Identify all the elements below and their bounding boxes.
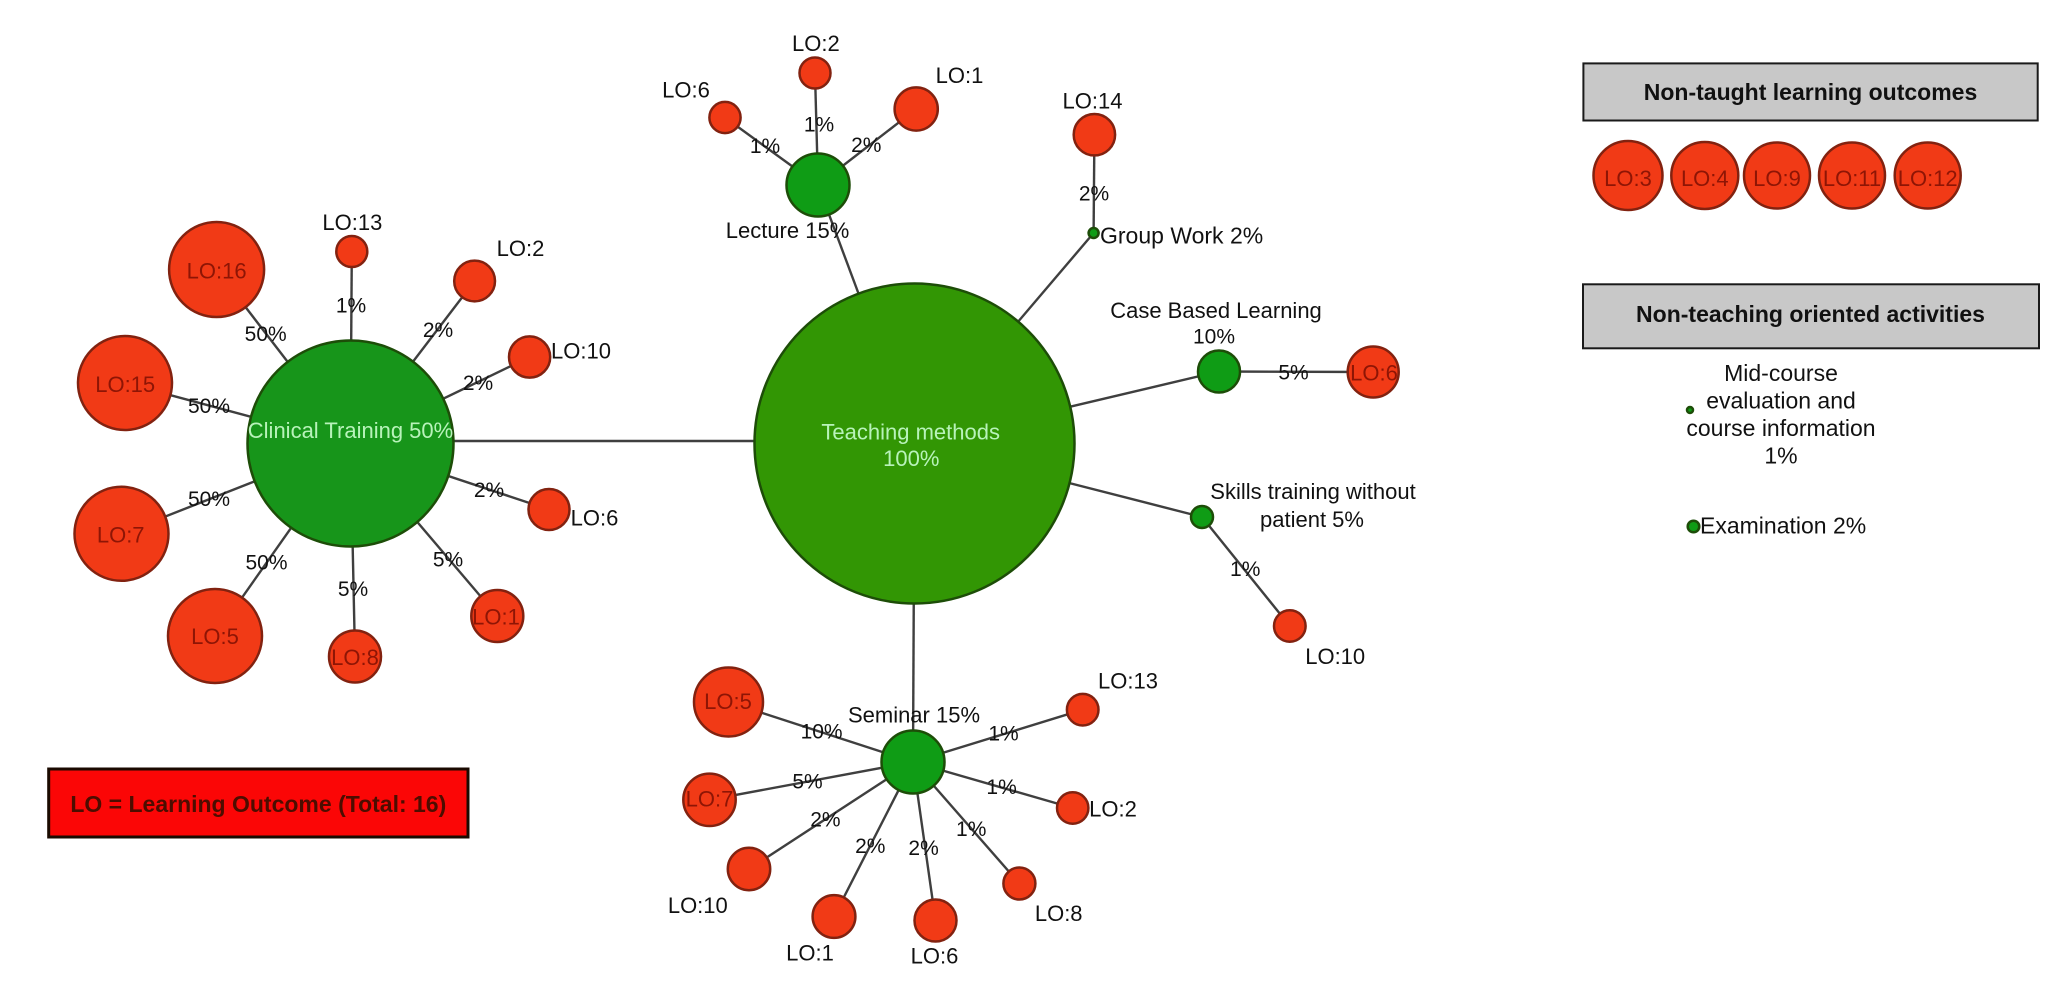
svg-text:1%: 1% (956, 818, 986, 841)
svg-text:2%: 2% (423, 319, 453, 342)
svg-text:2%: 2% (851, 134, 881, 157)
svg-text:Non-teaching oriented activiti: Non-teaching oriented activities (1636, 301, 1985, 327)
svg-text:LO:13: LO:13 (1098, 669, 1158, 694)
svg-text:Group Work 2%: Group Work 2% (1100, 223, 1263, 249)
svg-text:LO:1: LO:1 (936, 63, 984, 88)
svg-text:50%: 50% (188, 488, 230, 511)
svg-text:5%: 5% (792, 770, 822, 793)
svg-text:1%: 1% (988, 723, 1018, 746)
svg-text:Seminar 15%: Seminar 15% (848, 703, 980, 728)
svg-text:LO:7: LO:7 (97, 523, 145, 548)
svg-text:LO:12: LO:12 (1898, 166, 1958, 191)
svg-text:LO:6: LO:6 (571, 506, 619, 531)
svg-text:LO:5: LO:5 (191, 624, 239, 649)
svg-text:50%: 50% (188, 395, 230, 418)
svg-text:LO:8: LO:8 (1035, 901, 1083, 926)
svg-text:5%: 5% (1278, 362, 1308, 385)
svg-text:Examination 2%: Examination 2% (1700, 513, 1866, 539)
svg-text:2%: 2% (463, 372, 493, 395)
svg-text:LO:10: LO:10 (1305, 644, 1365, 669)
svg-text:LO:10: LO:10 (551, 339, 611, 364)
svg-text:Teaching methods: Teaching methods (821, 420, 1000, 445)
svg-text:Non-taught learning outcomes: Non-taught learning outcomes (1644, 79, 1978, 105)
svg-text:Skills training without: Skills training without (1210, 479, 1415, 504)
svg-text:LO:15: LO:15 (95, 372, 155, 397)
svg-text:LO:2: LO:2 (497, 236, 545, 261)
svg-text:LO:6: LO:6 (1350, 361, 1398, 386)
svg-text:LO:11: LO:11 (1823, 166, 1881, 191)
svg-text:Case Based Learning: Case Based Learning (1110, 298, 1322, 323)
svg-text:LO:1: LO:1 (472, 605, 520, 630)
svg-text:course information: course information (1686, 415, 1875, 441)
svg-text:50%: 50% (245, 552, 287, 575)
svg-text:LO:10: LO:10 (668, 893, 728, 918)
svg-text:1%: 1% (750, 135, 780, 158)
svg-text:LO:8: LO:8 (331, 645, 379, 670)
svg-text:1%: 1% (336, 295, 366, 318)
svg-text:LO:7: LO:7 (686, 786, 734, 811)
svg-text:LO:3: LO:3 (1604, 166, 1652, 191)
svg-text:Clinical Training 50%: Clinical Training 50% (248, 418, 453, 443)
svg-text:LO:16: LO:16 (187, 259, 247, 284)
svg-text:5%: 5% (338, 578, 368, 601)
svg-text:LO:13: LO:13 (322, 210, 382, 235)
svg-text:LO:5: LO:5 (704, 689, 752, 714)
svg-text:5%: 5% (433, 549, 463, 572)
svg-text:100%: 100% (883, 446, 939, 471)
svg-text:evaluation and: evaluation and (1706, 388, 1856, 414)
svg-text:2%: 2% (1079, 183, 1109, 206)
svg-text:patient 5%: patient 5% (1260, 507, 1364, 532)
svg-text:LO:1: LO:1 (786, 941, 834, 966)
svg-text:LO:2: LO:2 (1089, 796, 1137, 821)
svg-text:LO:14: LO:14 (1063, 89, 1123, 114)
svg-text:1%: 1% (804, 114, 834, 137)
svg-text:2%: 2% (855, 835, 885, 858)
svg-text:Lecture 15%: Lecture 15% (726, 218, 850, 243)
svg-text:50%: 50% (245, 323, 287, 346)
svg-text:LO:4: LO:4 (1681, 166, 1729, 191)
svg-text:2%: 2% (908, 837, 938, 860)
svg-text:LO:9: LO:9 (1753, 166, 1801, 191)
svg-text:2%: 2% (810, 808, 840, 831)
svg-text:LO = Learning Outcome (Total:: LO = Learning Outcome (Total: 16) (70, 791, 446, 817)
svg-text:10%: 10% (801, 721, 843, 744)
svg-text:LO:6: LO:6 (662, 78, 710, 103)
svg-text:10%: 10% (1193, 326, 1235, 349)
svg-text:2%: 2% (474, 479, 504, 502)
svg-text:LO:2: LO:2 (792, 31, 840, 56)
svg-text:1%: 1% (1230, 558, 1260, 581)
svg-text:1%: 1% (986, 776, 1016, 799)
svg-text:LO:6: LO:6 (911, 944, 959, 969)
svg-text:1%: 1% (1764, 443, 1797, 469)
svg-text:Mid-course: Mid-course (1724, 360, 1838, 386)
